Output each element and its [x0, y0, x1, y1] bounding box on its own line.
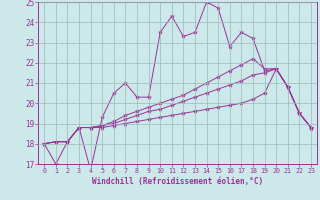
- X-axis label: Windchill (Refroidissement éolien,°C): Windchill (Refroidissement éolien,°C): [92, 177, 263, 186]
